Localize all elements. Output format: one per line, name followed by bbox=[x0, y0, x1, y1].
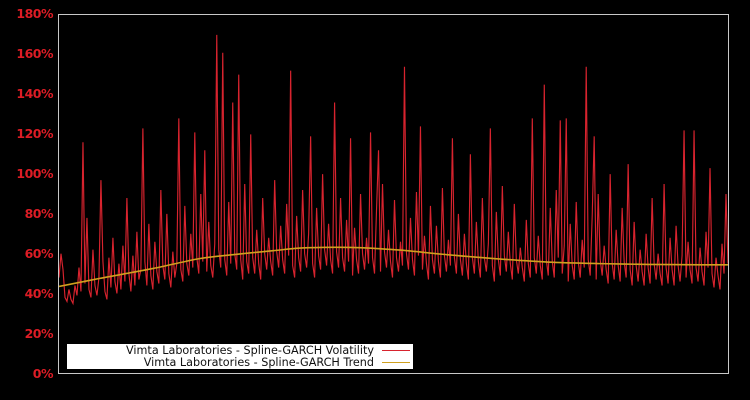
trend-series-line bbox=[59, 246, 728, 288]
y-tick-label: 120% bbox=[16, 126, 53, 141]
y-tick-label: 140% bbox=[16, 86, 53, 101]
plot-area bbox=[58, 14, 729, 374]
legend-item-volatility: Vimta Laboratories - Spline-GARCH Volati… bbox=[67, 345, 410, 357]
y-tick-label: 80% bbox=[24, 206, 54, 221]
y-tick-label: 0% bbox=[32, 366, 54, 381]
legend-item-trend: Vimta Laboratories - Spline-GARCH Trend bbox=[67, 355, 410, 369]
y-tick-label: 60% bbox=[24, 246, 54, 261]
y-tick-label: 20% bbox=[24, 326, 54, 341]
y-tick-label: 180% bbox=[16, 6, 53, 21]
trend-line-sample bbox=[382, 361, 410, 363]
legend-label-trend: Vimta Laboratories - Spline-GARCH Trend bbox=[143, 355, 374, 369]
legend-label-volatility: Vimta Laboratories - Spline-GARCH Volati… bbox=[126, 344, 374, 357]
y-tick-label: 100% bbox=[16, 166, 53, 181]
y-tick-label: 160% bbox=[16, 46, 53, 61]
volatility-line-sample bbox=[382, 350, 410, 352]
y-tick-label: 40% bbox=[24, 286, 54, 301]
volatility-series-line bbox=[59, 34, 728, 306]
legend: Vimta Laboratories - Spline-GARCH Volati… bbox=[67, 344, 413, 369]
plot-svg bbox=[59, 34, 728, 306]
